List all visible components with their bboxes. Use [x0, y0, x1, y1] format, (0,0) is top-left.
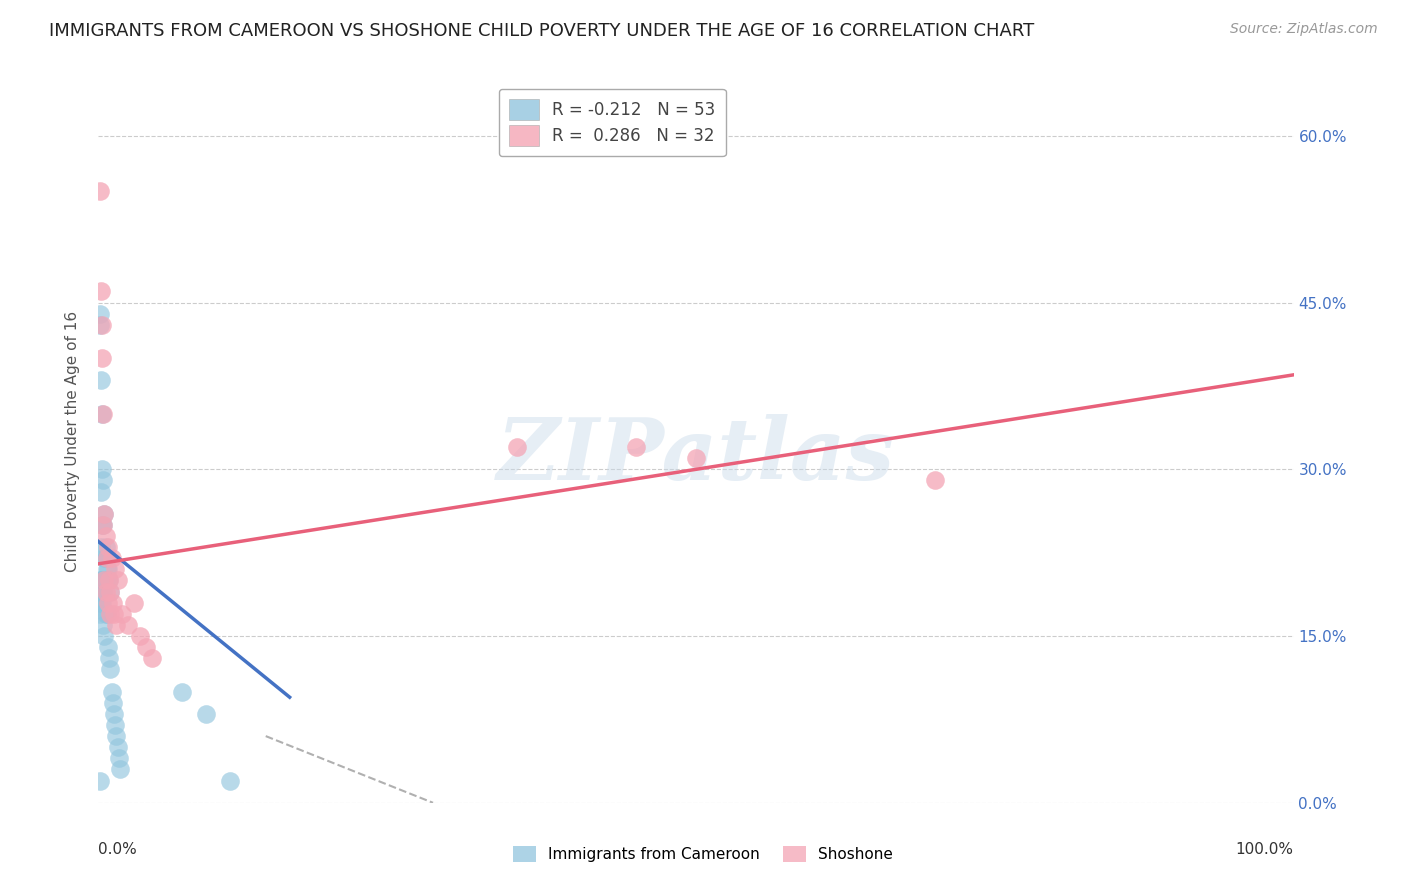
Point: [90, 373, 112, 387]
Point: [93, 551, 115, 566]
Point: [129, 629, 152, 643]
Point: [103, 607, 125, 621]
Point: [98, 574, 121, 588]
Point: [96, 551, 118, 566]
Point: [89, 307, 111, 321]
Point: [94, 574, 117, 588]
Point: [101, 696, 124, 710]
Point: [93, 574, 115, 588]
Legend: R = -0.212   N = 53, R =  0.286   N = 32: R = -0.212 N = 53, R = 0.286 N = 32: [499, 88, 725, 156]
Y-axis label: Child Poverty Under the Age of 16: Child Poverty Under the Age of 16: [65, 311, 80, 572]
Point: [97, 596, 120, 610]
Point: [104, 562, 127, 576]
Point: [98, 662, 122, 676]
Point: [94, 584, 117, 599]
Point: [101, 596, 124, 610]
Point: [91, 462, 114, 476]
Point: [97, 562, 120, 576]
Point: [98, 574, 121, 588]
Point: [104, 718, 127, 732]
Point: [98, 607, 122, 621]
Text: ZIPatlas: ZIPatlas: [496, 414, 896, 498]
Point: [924, 474, 946, 488]
Point: [107, 574, 129, 588]
Point: [91, 574, 114, 588]
Point: [89, 584, 111, 599]
Point: [89, 607, 111, 621]
Point: [91, 596, 114, 610]
Point: [89, 185, 111, 199]
Legend: Immigrants from Cameroon, Shoshone: Immigrants from Cameroon, Shoshone: [508, 840, 898, 868]
Point: [91, 407, 114, 421]
Point: [90, 540, 112, 554]
Point: [103, 706, 125, 721]
Point: [89, 318, 111, 332]
Point: [105, 729, 128, 743]
Point: [97, 540, 120, 554]
Point: [91, 318, 114, 332]
Point: [90, 584, 112, 599]
Text: Source: ZipAtlas.com: Source: ZipAtlas.com: [1230, 22, 1378, 37]
Point: [219, 773, 242, 788]
Point: [89, 574, 111, 588]
Point: [100, 551, 122, 566]
Point: [96, 551, 118, 566]
Point: [97, 574, 120, 588]
Point: [98, 584, 122, 599]
Text: 100.0%: 100.0%: [1236, 842, 1294, 856]
Point: [90, 285, 112, 299]
Point: [141, 651, 163, 665]
Point: [195, 706, 218, 721]
Point: [90, 574, 112, 588]
Point: [91, 517, 114, 532]
Point: [98, 651, 121, 665]
Point: [91, 474, 114, 488]
Point: [124, 596, 146, 610]
Point: [89, 773, 111, 788]
Point: [91, 517, 114, 532]
Point: [107, 740, 129, 755]
Point: [135, 640, 157, 655]
Point: [98, 584, 122, 599]
Text: IMMIGRANTS FROM CAMEROON VS SHOSHONE CHILD POVERTY UNDER THE AGE OF 16 CORRELATI: IMMIGRANTS FROM CAMEROON VS SHOSHONE CHI…: [49, 22, 1035, 40]
Point: [91, 584, 114, 599]
Point: [172, 684, 194, 698]
Point: [506, 440, 529, 454]
Point: [94, 551, 117, 566]
Text: 0.0%: 0.0%: [98, 842, 138, 856]
Point: [93, 507, 115, 521]
Point: [105, 618, 128, 632]
Point: [117, 618, 139, 632]
Point: [91, 351, 114, 366]
Point: [93, 507, 115, 521]
Point: [90, 484, 112, 499]
Point: [96, 607, 118, 621]
Point: [94, 529, 117, 543]
Point: [685, 451, 707, 466]
Point: [97, 640, 120, 655]
Point: [91, 584, 114, 599]
Point: [107, 751, 129, 765]
Point: [93, 629, 115, 643]
Point: [89, 596, 111, 610]
Point: [626, 440, 648, 454]
Point: [91, 574, 114, 588]
Point: [96, 562, 118, 576]
Point: [100, 684, 122, 698]
Point: [91, 517, 114, 532]
Point: [90, 596, 112, 610]
Point: [91, 618, 114, 632]
Point: [94, 607, 117, 621]
Point: [108, 763, 131, 777]
Point: [91, 407, 114, 421]
Point: [94, 540, 117, 554]
Point: [111, 607, 134, 621]
Point: [93, 574, 115, 588]
